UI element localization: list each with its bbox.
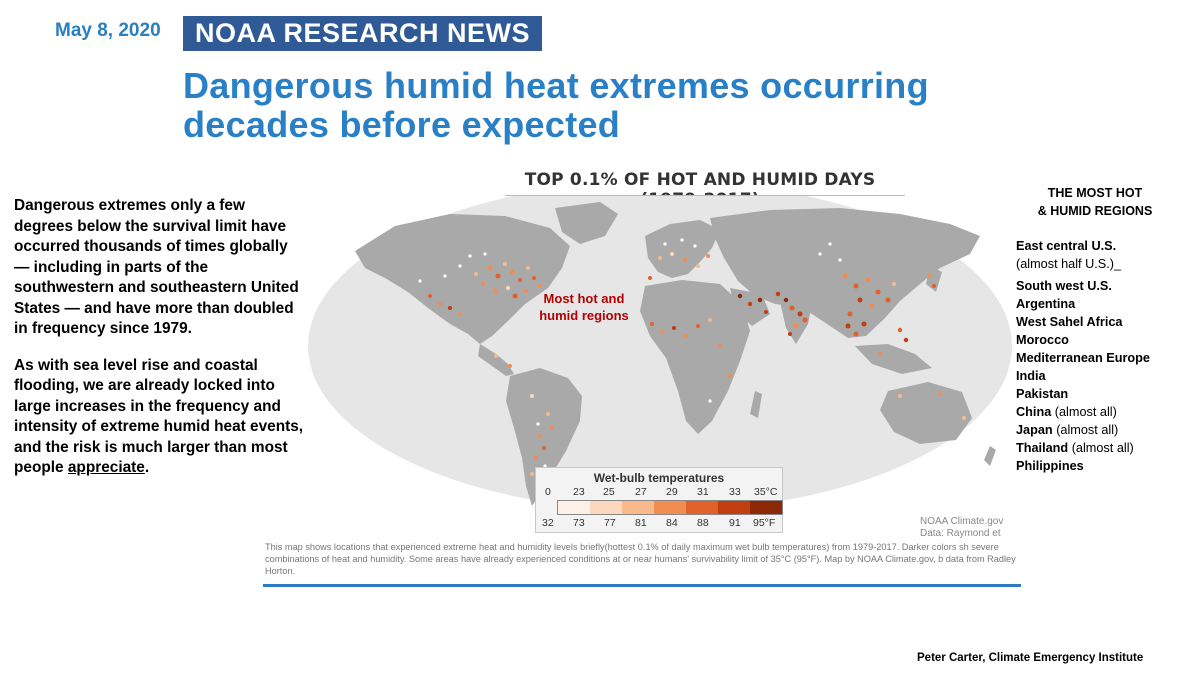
region-name: West Sahel Africa xyxy=(1016,315,1123,329)
regions-title-line-1: THE MOST HOT xyxy=(1047,186,1143,200)
fahrenheit-tick: 95°F xyxy=(753,517,776,529)
japan xyxy=(926,266,942,292)
celsius-tick: 33 xyxy=(729,486,741,498)
paragraph-2: As with sea level rise and coastal flood… xyxy=(14,356,306,479)
region-name: Argentina xyxy=(1016,297,1076,311)
celsius-tick: 23 xyxy=(573,486,585,498)
headline-line-1: Dangerous humid heat extremes occurring xyxy=(183,65,929,106)
paragraph-2-text: As with sea level rise and coastal flood… xyxy=(14,356,304,477)
world-map xyxy=(308,196,1012,511)
fahrenheit-tick: 77 xyxy=(604,517,616,529)
legend-swatch xyxy=(686,501,718,514)
legend-swatch xyxy=(750,501,782,514)
credit-line-2: Data: Raymond et xyxy=(920,528,1001,539)
north-america xyxy=(355,214,570,344)
legend-swatch xyxy=(654,501,686,514)
africa xyxy=(640,280,750,434)
fahrenheit-tick: 32 xyxy=(542,517,554,529)
southeast-asia-islands xyxy=(855,344,932,374)
australia xyxy=(880,382,972,444)
paragraph-2-end: . xyxy=(144,459,150,476)
fahrenheit-tick: 88 xyxy=(697,517,709,529)
region-name: Pakistan xyxy=(1016,387,1069,401)
region-item: Pakistan xyxy=(1016,385,1196,403)
legend-swatch xyxy=(590,501,622,514)
region-name: East central U.S. xyxy=(1016,239,1117,253)
celsius-tick: 25 xyxy=(603,486,615,498)
region-item: Philippines xyxy=(1016,457,1196,475)
new-zealand xyxy=(984,446,996,466)
caption-divider xyxy=(263,584,1021,587)
appreciate-link-text: appreciate xyxy=(67,459,145,476)
asia xyxy=(710,208,980,338)
region-note: (almost all) xyxy=(1071,441,1134,455)
region-item: Morocco xyxy=(1016,331,1196,349)
fahrenheit-tick: 73 xyxy=(573,517,585,529)
europe xyxy=(645,220,720,278)
central-america xyxy=(478,344,514,376)
news-banner: NOAA RESEARCH NEWS xyxy=(183,16,542,51)
region-item: Japan (almost all) xyxy=(1016,421,1196,439)
region-name: China xyxy=(1016,405,1052,419)
fahrenheit-tick: 81 xyxy=(635,517,647,529)
celsius-tick: 27 xyxy=(635,486,647,498)
fahrenheit-tick: 84 xyxy=(666,517,678,529)
india xyxy=(780,302,812,344)
map-annotation: Most hot and humid regions xyxy=(539,291,629,323)
south-america xyxy=(506,368,582,506)
regions-title-line-2: & HUMID REGIONS xyxy=(1037,204,1153,218)
region-name: Japan xyxy=(1016,423,1053,437)
region-name: Thailand xyxy=(1016,441,1069,455)
headline-line-2: decades before expected xyxy=(183,104,621,145)
headline: Dangerous humid heat extremes occurring … xyxy=(183,66,1063,144)
region-item: Argentina xyxy=(1016,295,1196,313)
paragraph-1: Dangerous extremes only a few degrees be… xyxy=(14,197,299,337)
region-item: East central U.S. (almost half U.S.)_ xyxy=(1016,237,1196,273)
region-note: (almost half U.S.)_ xyxy=(1016,257,1122,271)
madagascar xyxy=(750,391,762,418)
legend-swatch xyxy=(718,501,750,514)
region-item: Mediterranean Europe xyxy=(1016,349,1196,367)
celsius-tick: 35°C xyxy=(754,486,778,498)
regions-list: East central U.S. (almost half U.S.)_ So… xyxy=(1016,237,1196,475)
landmasses xyxy=(355,202,996,506)
region-note: (almost all) xyxy=(1054,405,1117,419)
greenland xyxy=(555,202,618,244)
region-item: India xyxy=(1016,367,1196,385)
publication-date: May 8, 2020 xyxy=(55,20,161,41)
region-name: South west U.S. xyxy=(1016,279,1112,293)
map-legend: Wet-bulb temperatures 0 23 25 27 29 31 3… xyxy=(535,467,783,533)
fahrenheit-tick: 91 xyxy=(729,517,741,529)
region-item: South west U.S. xyxy=(1016,277,1196,295)
heat-dots xyxy=(418,238,966,476)
celsius-tick: 29 xyxy=(666,486,678,498)
region-note: (almost all) xyxy=(1056,423,1119,437)
map-caption: This map shows locations that experience… xyxy=(265,542,1016,576)
region-name: India xyxy=(1016,369,1046,383)
legend-swatch xyxy=(558,501,590,514)
region-item: West Sahel Africa xyxy=(1016,313,1196,331)
legend-swatch xyxy=(622,501,654,514)
celsius-tick: 31 xyxy=(697,486,709,498)
region-item: China (almost all) xyxy=(1016,403,1196,421)
legend-color-scale xyxy=(557,500,783,515)
legend-title: Wet-bulb temperatures xyxy=(593,471,725,485)
author-credit: Peter Carter, Climate Emergency Institut… xyxy=(917,652,1144,664)
region-item: Thailand (almost all) xyxy=(1016,439,1196,457)
region-name: Philippines xyxy=(1016,459,1084,473)
map-credit: NOAA Climate.gov Data: Raymond et xyxy=(920,516,1003,540)
celsius-tick: 0 xyxy=(545,486,551,498)
regions-title: THE MOST HOT & HUMID REGIONS xyxy=(1030,184,1160,220)
body-text: Dangerous extremes only a few degrees be… xyxy=(14,196,306,495)
region-name: Morocco xyxy=(1016,333,1069,347)
credit-line-1: NOAA Climate.gov xyxy=(920,516,1004,527)
region-name: Mediterranean Europe xyxy=(1016,351,1150,365)
